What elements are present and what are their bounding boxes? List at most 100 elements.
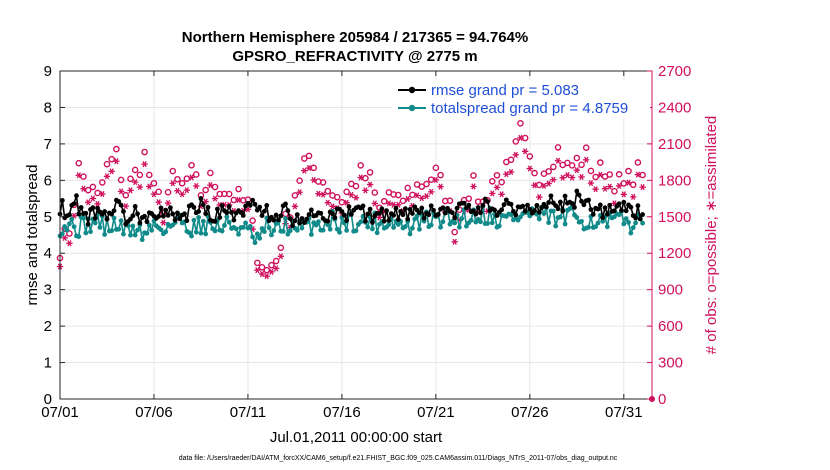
- rmse-point: [419, 205, 425, 211]
- rmse-point: [214, 206, 220, 212]
- totalspread-point: [198, 230, 204, 236]
- rmse-point: [440, 205, 446, 211]
- totalspread-point: [62, 224, 68, 229]
- rmse-point: [588, 207, 594, 212]
- rmse-point: [612, 208, 617, 214]
- rmse-point: [165, 212, 171, 218]
- totalspread-point: [593, 224, 599, 230]
- rmse-point: [442, 210, 448, 216]
- possible-marker: [122, 191, 130, 199]
- assimilated-marker: [493, 184, 501, 191]
- assimilated-marker: [324, 199, 332, 206]
- assimilated-marker: [89, 195, 97, 202]
- rmse-point: [461, 200, 467, 206]
- rmse-point: [330, 211, 335, 217]
- possible-marker: [136, 171, 144, 179]
- rmse-point: [407, 207, 413, 212]
- totalspread-point: [374, 230, 380, 236]
- rmse-point: [574, 188, 580, 194]
- possible-marker: [545, 168, 552, 175]
- totalspread-point: [132, 232, 138, 238]
- rmse-point: [421, 215, 427, 221]
- rmse-point: [229, 210, 234, 215]
- assimilated-marker: [489, 190, 496, 197]
- rmse-point: [370, 219, 375, 225]
- totalspread-point: [250, 234, 256, 240]
- rmse-point: [297, 220, 303, 226]
- totalspread-point: [557, 214, 563, 220]
- totalspread-point: [628, 230, 634, 236]
- rmse-point: [102, 209, 108, 214]
- assimilated-marker: [540, 182, 548, 189]
- rmse-point: [522, 208, 528, 214]
- y-tick-label-right: 600: [658, 318, 683, 335]
- totalspread-point: [200, 218, 206, 224]
- possible-marker: [258, 263, 266, 271]
- rmse-point: [156, 213, 162, 219]
- assimilated-marker: [587, 179, 595, 187]
- rmse-point: [473, 211, 479, 217]
- x-tick-label: 07/06: [135, 404, 173, 421]
- totalspread-point: [550, 208, 556, 214]
- rmse-point: [560, 208, 566, 214]
- rmse-point: [628, 204, 634, 210]
- totalspread-point: [118, 218, 124, 224]
- y-tick-label-right: 1200: [658, 245, 691, 262]
- rmse-point: [548, 193, 554, 199]
- rmse-point: [508, 201, 514, 207]
- possible-marker: [592, 173, 599, 181]
- rmse-point: [539, 205, 544, 211]
- x-tick-label: 07/11: [230, 404, 266, 421]
- assimilated-marker: [305, 164, 313, 172]
- totalspread-point: [440, 219, 446, 225]
- assimilated-marker: [615, 182, 623, 189]
- rmse-point: [379, 206, 385, 212]
- possible-marker: [498, 178, 505, 186]
- y-tick-label-left: 9: [44, 63, 52, 80]
- rmse-point: [205, 204, 211, 210]
- possible-marker: [291, 192, 299, 199]
- y-tick-label-right: 300: [658, 355, 683, 372]
- rmse-point: [257, 204, 263, 210]
- assimilated-marker: [141, 161, 148, 168]
- assimilated-marker: [550, 176, 557, 183]
- rmse-point: [250, 197, 256, 203]
- assimilated-marker: [122, 203, 129, 210]
- rmse-point: [130, 213, 136, 219]
- plot-area: [60, 71, 652, 399]
- possible-marker: [587, 167, 595, 175]
- rmse-series: [57, 188, 646, 229]
- rmse-point: [595, 206, 601, 212]
- possible-marker: [597, 159, 604, 166]
- possible-marker: [150, 179, 158, 187]
- assimilated-marker: [437, 183, 444, 190]
- totalspread-point: [604, 224, 610, 230]
- y-tick-label-right: 2700: [658, 63, 691, 80]
- totalspread-point: [518, 214, 523, 220]
- rmse-point: [95, 205, 100, 211]
- x-axis-label: Jul.01,2011 00:00:00 start: [270, 429, 443, 446]
- assimilated-marker: [150, 191, 158, 198]
- totalspread-point: [626, 219, 631, 225]
- assimilated-marker: [193, 182, 200, 190]
- possible-marker: [418, 183, 426, 190]
- assimilated-marker: [583, 156, 590, 163]
- rmse-point: [572, 205, 577, 210]
- totalspread-point: [71, 224, 77, 230]
- totalspread-point: [252, 240, 258, 246]
- assimilated-marker: [526, 165, 534, 172]
- possible-marker: [437, 171, 444, 179]
- rmse-point: [543, 204, 549, 210]
- rmse-point: [604, 211, 610, 217]
- rmse-point: [92, 215, 98, 221]
- totalspread-point: [402, 224, 408, 229]
- totalspread-point: [633, 220, 638, 226]
- possible-marker: [207, 169, 214, 177]
- assimilated-marker: [207, 182, 214, 189]
- assimilated-marker: [498, 191, 505, 198]
- rmse-point: [402, 206, 408, 212]
- assimilated-marker: [362, 187, 369, 194]
- totalspread-point: [468, 217, 474, 223]
- possible-marker: [352, 182, 360, 190]
- possible-marker: [371, 189, 379, 196]
